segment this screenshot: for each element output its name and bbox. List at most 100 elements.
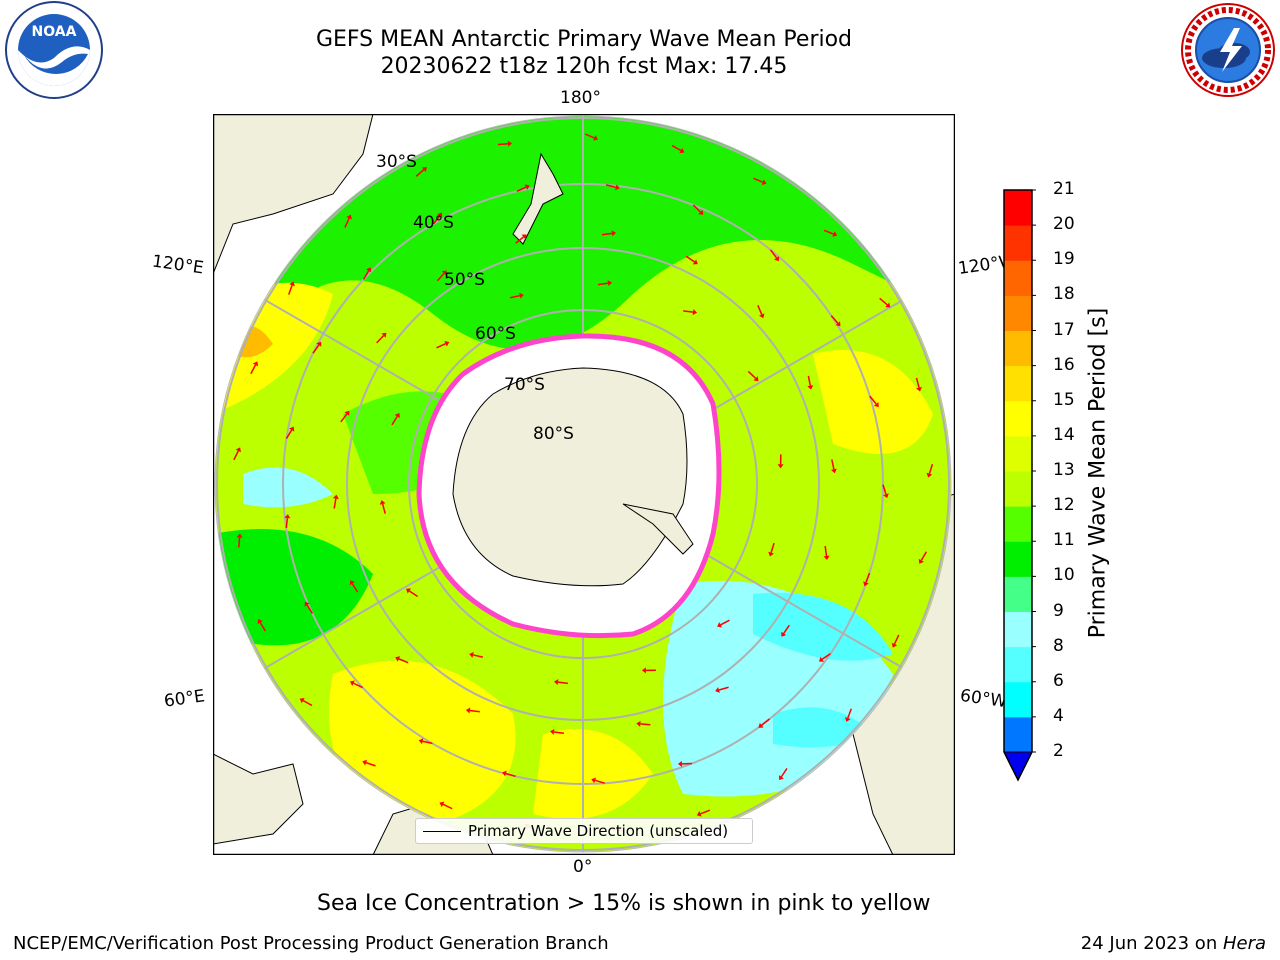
wave-arrow-head bbox=[349, 580, 355, 586]
wave-arrow-head bbox=[916, 386, 922, 392]
wave-arrow-head bbox=[437, 212, 443, 218]
wave-arrow-head bbox=[346, 214, 352, 220]
wave-arrow-head bbox=[421, 167, 427, 173]
wave-arrow-shaft bbox=[720, 619, 730, 626]
wave-arrow-head bbox=[502, 770, 507, 777]
colorbar-segment bbox=[1004, 225, 1032, 261]
wave-arrow-head bbox=[289, 426, 295, 432]
colorbar-segment bbox=[1004, 260, 1032, 296]
wave-arrow-shaft bbox=[302, 699, 313, 707]
colorbar-segment bbox=[1004, 646, 1032, 683]
wave-arrow-shaft bbox=[830, 315, 839, 324]
wave-arrow-shaft bbox=[344, 217, 350, 228]
wave-arrow-head bbox=[252, 361, 259, 367]
colorbar-segment bbox=[1004, 330, 1032, 367]
wave-arrow-shaft bbox=[340, 413, 348, 423]
wave-arrow-head bbox=[615, 184, 620, 191]
lon-label-180: 180° bbox=[560, 88, 601, 108]
footer-date: 24 Jun 2023 on Hera bbox=[1081, 933, 1266, 954]
wave-arrow-head bbox=[316, 341, 322, 347]
lat-label-80s: 80°S bbox=[533, 424, 574, 444]
land-australia-corner bbox=[213, 114, 374, 275]
wave-arrow-head bbox=[636, 720, 641, 727]
wave-arrow-shaft bbox=[685, 255, 695, 263]
wave-arrow-shaft bbox=[233, 450, 239, 461]
map-canvas bbox=[213, 114, 955, 855]
wave-arrow-head bbox=[524, 184, 530, 190]
lat-label-70s: 70°S bbox=[504, 375, 545, 395]
wave-arrow-shaft bbox=[824, 545, 828, 557]
wave-arrow-head bbox=[844, 717, 851, 722]
colorbar-segment bbox=[1004, 611, 1032, 648]
wave-arrow-head bbox=[926, 472, 933, 478]
wave-arrow-head bbox=[394, 413, 400, 419]
wave-direction-arrows bbox=[233, 133, 934, 833]
wave-arrow-head bbox=[362, 759, 368, 766]
wave-arrow-head bbox=[332, 494, 339, 500]
footer-date-text: 24 Jun 2023 on bbox=[1080, 933, 1223, 954]
wave-arrow-shaft bbox=[498, 142, 509, 146]
wave-arrow-head bbox=[465, 707, 471, 714]
wave-arrow-head bbox=[366, 267, 372, 273]
wave-arrow-head bbox=[521, 234, 527, 240]
wave-arrow-shaft bbox=[928, 463, 934, 474]
wave-arrow-shaft bbox=[376, 335, 385, 344]
wave-arrow-head bbox=[698, 209, 704, 215]
wave-arrow-shaft bbox=[605, 184, 617, 189]
wave-arrow-head bbox=[717, 622, 723, 628]
wave-arrow-shaft bbox=[259, 622, 267, 632]
colorbar-segment bbox=[1004, 681, 1032, 718]
wave-arrow-shaft bbox=[920, 551, 928, 561]
wave-arrow-shaft bbox=[469, 709, 480, 713]
wave-arrow-shaft bbox=[391, 416, 398, 426]
wave-arrow-head bbox=[469, 651, 474, 658]
wave-arrow-head bbox=[830, 468, 837, 474]
wave-arrow-shaft bbox=[472, 654, 484, 658]
wave-arrow-head bbox=[344, 410, 350, 416]
wave-arrow-head bbox=[818, 656, 824, 662]
colorbar-segment bbox=[1004, 471, 1032, 507]
wave-arrow-head bbox=[607, 280, 612, 287]
colorbar-segment bbox=[1004, 576, 1032, 612]
wave-arrow-head bbox=[611, 230, 616, 237]
wave-arrow-head bbox=[758, 722, 764, 728]
wave-arrow-shaft bbox=[847, 708, 852, 719]
lat-label-60s: 60°S bbox=[475, 324, 516, 344]
wave-arrow-shaft bbox=[553, 731, 565, 735]
wave-arrow-head bbox=[696, 811, 702, 817]
wave-arrow-head bbox=[873, 402, 879, 408]
colorbar-tick-label: 8 bbox=[1053, 635, 1064, 656]
wave-arrow-shaft bbox=[333, 498, 337, 509]
colorbar bbox=[1003, 189, 1036, 782]
colorbar-extend bbox=[1003, 751, 1033, 782]
lon-label-0: 0° bbox=[573, 857, 593, 877]
wave-arrow-shaft bbox=[601, 232, 613, 236]
legend-line-swatch bbox=[423, 831, 461, 832]
wave-arrow-head bbox=[835, 321, 841, 327]
colorbar-segment bbox=[1004, 716, 1032, 753]
colorbar-tick-label: 10 bbox=[1053, 565, 1075, 586]
wave-arrow-shaft bbox=[312, 344, 320, 354]
wave-arrow-head bbox=[692, 259, 698, 265]
wave-arrow-shaft bbox=[250, 364, 257, 375]
wave-arrow-shaft bbox=[869, 395, 877, 405]
wave-arrow-head bbox=[591, 777, 596, 784]
wave-arrow-shaft bbox=[285, 429, 293, 439]
wave-arrow-head bbox=[891, 642, 898, 648]
wave-arrow-shaft bbox=[640, 723, 651, 726]
wave-arrow-shaft bbox=[557, 681, 568, 685]
wave-arrow-head bbox=[768, 551, 774, 557]
wave-arrow-head bbox=[777, 464, 784, 469]
wave-arrow-head bbox=[807, 385, 814, 390]
wave-arrow-shaft bbox=[671, 144, 682, 152]
wave-arrow-shaft bbox=[442, 803, 453, 810]
wave-arrow-head bbox=[519, 292, 524, 299]
colorbar-outline bbox=[1003, 189, 1033, 782]
wave-arrow-head bbox=[774, 256, 779, 262]
colorbar-segment bbox=[1004, 365, 1032, 402]
wave-arrow-shaft bbox=[422, 740, 433, 745]
wave-arrow-shaft bbox=[436, 272, 445, 282]
wave-arrow-shaft bbox=[597, 282, 609, 286]
wave-arrow-shaft bbox=[780, 768, 788, 778]
land-new-zealand bbox=[512, 152, 564, 245]
